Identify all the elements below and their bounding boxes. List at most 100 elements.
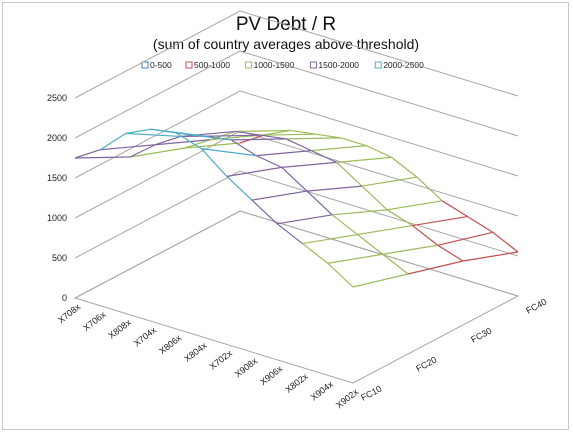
surface-edge (281, 161, 337, 168)
surface-edge (441, 200, 468, 218)
surface-edge (155, 139, 211, 146)
surface-edge (462, 251, 519, 262)
y-tick-label: FC40 (524, 297, 548, 316)
surface-edge (74, 156, 131, 159)
surface-edge (366, 145, 392, 158)
surface-edge (336, 156, 392, 163)
gridline (74, 170, 519, 259)
z-tick-label: 1000 (47, 213, 67, 223)
x-tick-label: X808x (107, 317, 134, 341)
surface-edge (357, 234, 384, 255)
surface-edge (281, 166, 308, 192)
chart-subtitle: (sum of country averages above threshold… (153, 36, 419, 52)
legend-swatch (245, 61, 253, 69)
z-tick-label: 1500 (47, 173, 67, 183)
surface-edge (311, 145, 367, 152)
legend-label: 0-500 (150, 60, 172, 70)
surface-edge (265, 129, 291, 136)
surface-edge (226, 175, 253, 201)
surface-edge (286, 137, 342, 140)
surface-edge (361, 176, 418, 187)
surface-edge (315, 133, 342, 139)
surface-edge (180, 130, 236, 138)
legend-swatch (374, 61, 382, 69)
x-tick-label: X708x (56, 301, 83, 325)
surface-edge (437, 244, 464, 262)
surface-edge (74, 149, 101, 159)
gridline (74, 210, 519, 299)
surface-edge (327, 253, 383, 264)
surface-edge (340, 137, 367, 147)
y-axis-ticks: FC10 FC20 FC30 FC40 (359, 297, 548, 403)
legend-swatch (185, 61, 193, 69)
surface-edge (125, 128, 151, 135)
surface-edge (231, 138, 287, 141)
gridline (74, 50, 519, 139)
surface-edge (129, 147, 186, 158)
legend-swatch (309, 61, 317, 69)
surface-edge (176, 132, 232, 141)
surface-edge (256, 150, 312, 157)
surface-edge (155, 135, 181, 146)
z-tick-label: 500 (52, 253, 67, 263)
surface-edge (235, 129, 291, 133)
surface-edge (412, 225, 439, 246)
surface-edge (387, 200, 443, 211)
surface-edge (277, 214, 333, 225)
surface-edge (416, 176, 443, 202)
x-tick-label: X902x (334, 386, 361, 410)
x-tick-label: X706x (81, 309, 108, 333)
surface-edge (175, 132, 202, 150)
chart-walls (73, 210, 520, 384)
surface-edge (100, 144, 156, 151)
surface-edge (290, 129, 316, 135)
legend-label: 2000-2500 (383, 60, 424, 70)
surface-edge (184, 142, 241, 149)
gridline (74, 10, 519, 99)
surface-edge (226, 166, 282, 177)
surface-edge (230, 139, 257, 157)
y-tick-label: FC20 (414, 355, 438, 374)
x-axis-ticks: X708xX706xX808xX704xX806xX804xX702xX908x… (56, 301, 361, 410)
floor-plane (73, 210, 520, 384)
surface-edge (99, 132, 126, 151)
surface-edge (205, 134, 261, 137)
x-tick-label: X804x (182, 340, 209, 364)
legend-swatch (141, 61, 149, 69)
surface-edge (336, 161, 363, 187)
surface-edge (391, 156, 418, 178)
legend-label: 500-1000 (194, 60, 230, 70)
surface-edge (129, 144, 156, 158)
surface-edge (125, 132, 181, 138)
gridline (74, 90, 519, 179)
surface-edge (306, 185, 362, 192)
surface-edge (357, 224, 413, 236)
surface-edge (239, 134, 266, 144)
y-tick-label: FC10 (359, 384, 383, 403)
surface-edge (331, 214, 358, 236)
x-tick-label: X802x (283, 371, 310, 395)
y-tick-label: FC30 (469, 326, 493, 345)
surface-edge (201, 148, 257, 157)
chart-frame (2, 2, 569, 430)
surface-edge (407, 260, 464, 275)
surface-edge (256, 155, 282, 168)
x-tick-label: X704x (132, 325, 159, 349)
x-tick-label: X906x (258, 363, 285, 387)
x-tick-label: X908x (233, 355, 260, 379)
x-tick-label: X904x (309, 379, 336, 403)
z-tick-label: 2500 (47, 93, 67, 103)
z-tick-label: 2000 (47, 133, 67, 143)
surface-edge (327, 262, 354, 288)
surface-edge (150, 128, 177, 134)
surface-edge (251, 190, 308, 201)
gridlines (74, 10, 519, 299)
legend-label: 1000-1500 (254, 60, 295, 70)
surface-edge (302, 243, 329, 264)
surface-edge (184, 139, 211, 149)
surface-edge (311, 150, 337, 163)
surface-edge (386, 209, 413, 227)
surface-edge (492, 231, 519, 253)
surface-edge (382, 244, 438, 255)
